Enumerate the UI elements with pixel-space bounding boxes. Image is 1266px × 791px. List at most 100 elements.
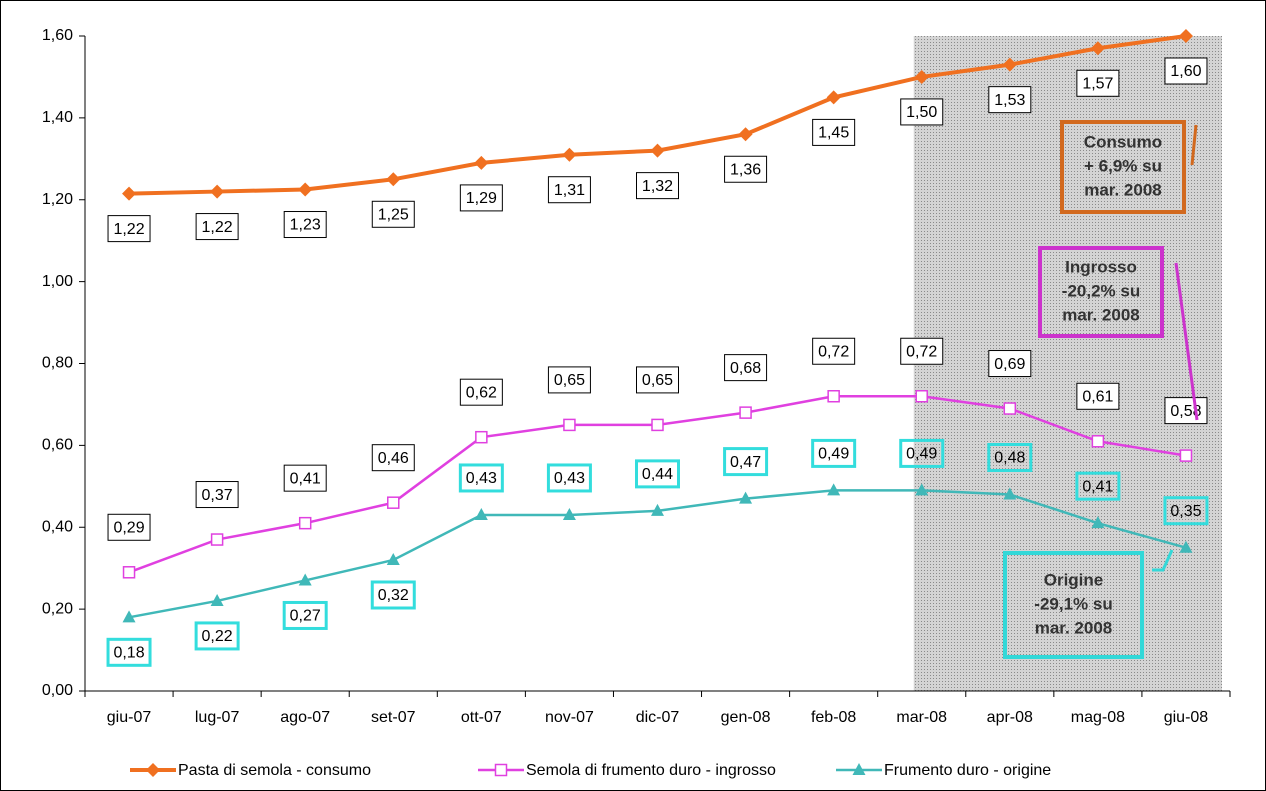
value-label: 1,23 (290, 217, 321, 234)
value-label-box (458, 463, 504, 493)
point (738, 127, 753, 142)
value-label: 1,29 (466, 190, 497, 207)
value-label: 0,37 (202, 487, 233, 504)
value-label: 0,29 (113, 520, 144, 537)
point (386, 172, 401, 187)
value-label: 1,50 (906, 104, 937, 121)
y-tick-label: 1,00 (42, 273, 73, 290)
point (826, 90, 841, 105)
value-label-box (987, 443, 1033, 472)
value-label-box (1163, 496, 1209, 526)
value-label-box (195, 481, 239, 509)
legend-marker (852, 763, 866, 775)
value-label-box (282, 600, 328, 630)
point (122, 186, 137, 201)
y-tick-label: 1,40 (42, 109, 73, 126)
point (475, 430, 488, 444)
value-label-box (724, 354, 768, 382)
point (298, 516, 312, 530)
annotation-box (1060, 120, 1186, 214)
y-tick-label: 0,60 (42, 437, 73, 454)
value-label: 1,32 (642, 178, 673, 195)
value-label: 0,72 (818, 343, 849, 360)
value-label: 0,49 (906, 446, 937, 463)
value-label-box (547, 176, 591, 204)
x-tick-label: feb-08 (811, 709, 856, 726)
annotation-text: mar. 2008 (1035, 618, 1113, 637)
point (1003, 487, 1017, 500)
point (651, 503, 664, 516)
point (387, 496, 400, 509)
value-label-box (988, 86, 1032, 114)
annotation-leader (1152, 549, 1174, 572)
value-label-box (900, 98, 944, 126)
x-tick-label: dic-07 (636, 709, 680, 726)
x-tick-label: nov-07 (545, 709, 594, 726)
value-label: 0,18 (113, 645, 144, 662)
annotation-box (1003, 551, 1144, 659)
shaded-period (913, 36, 1222, 691)
annotation-text: Origine (1044, 570, 1104, 589)
point (1002, 57, 1017, 72)
x-tick-label: ott-07 (461, 709, 502, 726)
point (1179, 449, 1193, 462)
value-label: 1,60 (1170, 63, 1201, 80)
value-label: 0,65 (554, 372, 585, 389)
x-tick-label: apr-08 (987, 709, 1033, 726)
x-tick-label: mag-08 (1071, 709, 1125, 726)
value-label: 1,31 (554, 182, 585, 199)
value-label-box (988, 350, 1032, 378)
annotation-text: Ingrosso (1065, 257, 1137, 276)
value-label-box (106, 637, 152, 667)
annotation-text: -20,2% su (1062, 281, 1140, 300)
value-label-box (724, 155, 768, 183)
value-label: 0,69 (994, 356, 1025, 373)
value-label: 1,45 (818, 125, 849, 142)
point (474, 507, 488, 520)
value-label: 0,32 (378, 587, 409, 604)
annotation-box (1038, 246, 1164, 338)
legend-label: Frumento duro - origine (884, 762, 1051, 779)
value-label-box (1164, 57, 1208, 85)
value-label: 0,68 (730, 360, 761, 377)
x-tick-label: ago-07 (280, 709, 330, 726)
value-label-box (636, 172, 679, 200)
annotation-text: Consumo (1084, 132, 1162, 151)
value-label: 0,48 (994, 450, 1025, 467)
value-label-box (899, 438, 945, 468)
value-label: 1,25 (378, 207, 409, 224)
point (915, 483, 929, 496)
y-tick-label: 0,00 (42, 682, 73, 699)
value-label-box (194, 621, 240, 651)
value-label-box (812, 337, 856, 365)
value-label: 1,53 (994, 92, 1025, 109)
value-label-box (283, 464, 327, 492)
value-label: 1,22 (202, 219, 233, 236)
value-label-box (107, 215, 151, 243)
x-tick-label: gen-08 (721, 709, 771, 726)
value-label-box (1076, 382, 1120, 410)
x-tick-label: giu-08 (1164, 709, 1209, 726)
value-label-box (1164, 397, 1208, 425)
value-label-box (1076, 69, 1120, 97)
point (210, 593, 224, 606)
point (1003, 402, 1017, 415)
value-label-box (283, 211, 327, 239)
point (914, 69, 929, 84)
y-tick-label: 1,20 (42, 191, 73, 208)
value-label-box (811, 438, 857, 468)
point (210, 184, 225, 199)
point (1178, 29, 1193, 43)
value-label-box (900, 337, 944, 365)
value-label: 1,36 (730, 161, 761, 178)
annotation-leader (1174, 262, 1199, 421)
legend-marker (494, 763, 508, 777)
annotation-leader (1190, 124, 1198, 166)
point (386, 553, 400, 565)
value-label-box (459, 184, 503, 212)
point (1179, 540, 1193, 553)
legend-label: Pasta di semola - consumo (178, 762, 371, 779)
legend-label: Semola di frumento duro - ingrosso (526, 762, 776, 779)
y-tick-label: 0,80 (42, 355, 73, 372)
